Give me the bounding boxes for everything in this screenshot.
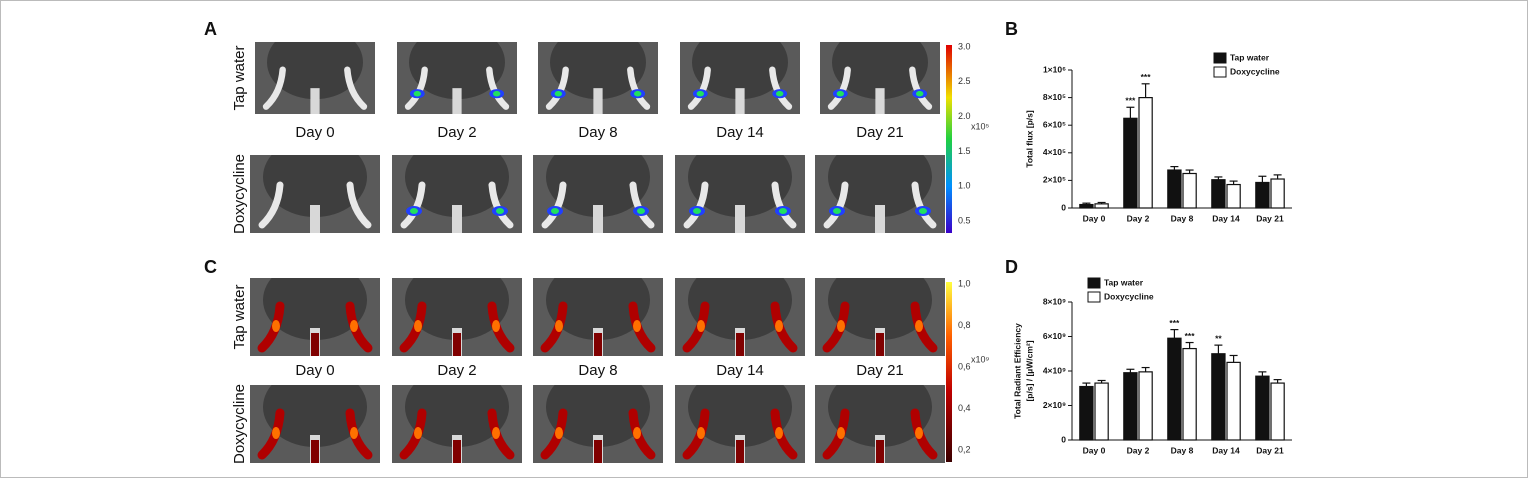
legend-label: Tap water [1104,277,1144,287]
day-label: Day 21 [856,124,904,141]
colorbar-tick: 1.0 [958,181,971,191]
panel-label: D [1005,257,1018,277]
x-tick-label: Day 2 [1127,445,1150,455]
colorbar-unit: x10⁵ [971,121,990,131]
y-tick-label: 2×10⁹ [1043,400,1066,410]
bar [1270,382,1285,441]
x-tick-label: Day 2 [1127,213,1150,223]
significance-label: *** [1141,72,1152,82]
colorbar-tick: 2.5 [958,76,971,86]
y-tick-label: 8×10⁵ [1043,92,1066,102]
legend-swatch [1213,66,1227,78]
x-tick-label: Day 21 [1256,213,1284,223]
colorbar-tick: 1.5 [958,146,971,156]
y-tick-label: 4×10⁵ [1043,147,1066,157]
bar [1094,382,1109,441]
colorbar-tick: 3.0 [958,41,971,51]
bar [1123,372,1138,441]
legend-swatch [1213,52,1227,64]
day-label: Day 14 [716,124,764,141]
bar [1211,179,1226,209]
panel-label: A [204,19,217,39]
y-tick-label: 1×10⁶ [1043,64,1066,74]
colorbar-tick: 0,8 [958,320,971,330]
significance-label: ** [1215,333,1222,343]
row-label: Doxycycline [231,384,248,464]
significance-label: *** [1125,96,1136,106]
y-axis-label: [p/s] / [µW/cm²] [1024,340,1034,401]
bar [1182,172,1197,209]
day-label: Day 0 [295,124,334,141]
y-tick-label: 0 [1061,434,1066,444]
bar [1167,337,1182,441]
bar [1255,181,1270,209]
x-tick-label: Day 0 [1083,445,1106,455]
day-label: Day 8 [578,124,617,141]
y-tick-label: 2×10⁵ [1043,175,1066,185]
y-tick-label: 8×10⁹ [1043,296,1066,306]
bar [1079,203,1094,209]
day-label: Day 14 [716,362,764,379]
bar [1123,117,1138,209]
day-label: Day 2 [437,124,476,141]
bar [1138,96,1153,209]
colorbar [946,45,952,233]
colorbar [946,282,952,462]
x-tick-label: Day 8 [1171,445,1194,455]
colorbar-tick: 2.0 [958,111,971,121]
significance-label: *** [1185,331,1196,341]
y-tick-label: 4×10⁹ [1043,365,1066,375]
bar [1094,203,1109,209]
bar [1167,169,1182,209]
row-label: Tap water [231,284,248,349]
legend-label: Tap water [1230,52,1270,62]
day-label: Day 21 [856,362,904,379]
x-tick-label: Day 14 [1212,213,1240,223]
colorbar-unit: x10⁹ [971,354,990,364]
legend-label: Doxycycline [1230,66,1280,76]
x-tick-label: Day 0 [1083,213,1106,223]
bar [1255,375,1270,441]
legend-swatch [1087,277,1101,289]
y-tick-label: 0 [1061,202,1066,212]
bar [1270,178,1285,209]
bar [1226,361,1241,441]
x-tick-label: Day 21 [1256,445,1284,455]
legend-label: Doxycycline [1104,291,1154,301]
row-label: Tap water [231,45,248,110]
colorbar-tick: 0,4 [958,403,971,413]
colorbar-tick: 0,2 [958,444,971,454]
bar [1211,353,1226,441]
bar [1079,385,1094,441]
row-label: Doxycycline [231,154,248,234]
y-tick-label: 6×10⁵ [1043,119,1066,129]
colorbar-tick: 1,0 [958,278,971,288]
day-label: Day 2 [437,362,476,379]
day-label: Day 0 [295,362,334,379]
y-tick-label: 6×10⁹ [1043,331,1066,341]
panel-label: B [1005,19,1018,39]
legend-swatch [1087,291,1101,303]
colorbar-tick: 0,6 [958,361,971,371]
bar [1138,371,1153,441]
x-tick-label: Day 8 [1171,213,1194,223]
bar [1226,183,1241,209]
colorbar-tick: 0.5 [958,215,971,225]
x-tick-label: Day 14 [1212,445,1240,455]
bar [1182,347,1197,441]
day-label: Day 8 [578,362,617,379]
y-axis-label: Total flux [p/s] [1024,110,1034,168]
y-axis-label: Total Radiant Efficiency [1012,323,1022,419]
significance-label: *** [1169,318,1180,328]
panel-label: C [204,257,217,277]
